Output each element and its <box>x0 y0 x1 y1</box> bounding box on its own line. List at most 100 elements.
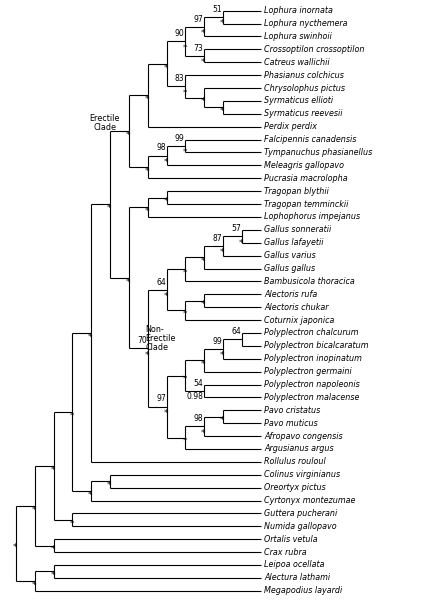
Text: Ortalis vetula: Ortalis vetula <box>264 535 318 544</box>
Text: 64: 64 <box>156 278 166 287</box>
Text: Polyplectron chalcurum: Polyplectron chalcurum <box>264 328 358 337</box>
Text: *: * <box>201 97 206 106</box>
Text: *: * <box>163 64 168 73</box>
Text: Syrmaticus reevesii: Syrmaticus reevesii <box>264 109 342 118</box>
Text: *: * <box>201 58 206 67</box>
Text: *: * <box>107 204 112 213</box>
Text: *: * <box>220 107 225 116</box>
Text: 99: 99 <box>213 337 222 346</box>
Text: *: * <box>145 350 149 359</box>
Text: Meleagris gallopavo: Meleagris gallopavo <box>264 161 344 170</box>
Text: Tragopan blythii: Tragopan blythii <box>264 187 329 196</box>
Text: Clade: Clade <box>146 343 169 352</box>
Text: 99: 99 <box>175 134 185 143</box>
Text: Pavo muticus: Pavo muticus <box>264 419 318 428</box>
Text: Gallus varius: Gallus varius <box>264 251 316 260</box>
Text: *: * <box>51 571 55 580</box>
Text: 87: 87 <box>213 234 222 243</box>
Text: *: * <box>183 269 187 278</box>
Text: Numida gallopavo: Numida gallopavo <box>264 522 337 531</box>
Text: Alectoris rufa: Alectoris rufa <box>264 290 317 299</box>
Text: Megapodius layardi: Megapodius layardi <box>264 586 342 595</box>
Text: Cyrtonyx montezumae: Cyrtonyx montezumae <box>264 496 355 505</box>
Text: *: * <box>201 360 206 369</box>
Text: *: * <box>126 278 130 287</box>
Text: *: * <box>107 481 112 490</box>
Text: *: * <box>220 416 225 425</box>
Text: *: * <box>69 520 74 529</box>
Text: *: * <box>220 248 225 257</box>
Text: Argusianus argus: Argusianus argus <box>264 445 334 454</box>
Text: *: * <box>201 301 206 310</box>
Text: Polyplectron germaini: Polyplectron germaini <box>264 367 352 376</box>
Text: Gallus gallus: Gallus gallus <box>264 264 315 273</box>
Text: Tympanuchus phasianellus: Tympanuchus phasianellus <box>264 148 372 157</box>
Text: Polyplectron malacense: Polyplectron malacense <box>264 393 359 402</box>
Text: *: * <box>31 506 36 515</box>
Text: *: * <box>13 543 17 552</box>
Text: Erectile: Erectile <box>90 115 120 124</box>
Text: *: * <box>88 333 93 342</box>
Text: *: * <box>201 29 206 38</box>
Text: *: * <box>145 95 149 104</box>
Text: 57: 57 <box>231 224 241 233</box>
Text: Pavo cristatus: Pavo cristatus <box>264 406 320 415</box>
Text: *: * <box>220 19 225 28</box>
Text: *: * <box>183 89 187 98</box>
Text: Polyplectron bicalcaratum: Polyplectron bicalcaratum <box>264 341 369 350</box>
Text: Afropavo congensis: Afropavo congensis <box>264 431 342 440</box>
Text: 83: 83 <box>175 74 185 83</box>
Text: *: * <box>183 310 187 319</box>
Text: Syrmaticus ellioti: Syrmaticus ellioti <box>264 97 333 106</box>
Text: *: * <box>88 491 93 500</box>
Text: *: * <box>183 376 187 385</box>
Text: Polyplectron inopinatum: Polyplectron inopinatum <box>264 354 362 363</box>
Text: Coturnix japonica: Coturnix japonica <box>264 316 334 325</box>
Text: 97: 97 <box>194 14 203 23</box>
Text: *: * <box>163 292 168 301</box>
Text: *: * <box>220 352 225 361</box>
Text: Polyplectron napoleonis: Polyplectron napoleonis <box>264 380 360 389</box>
Text: Gallus lafayetii: Gallus lafayetii <box>264 238 323 247</box>
Text: Falcipennis canadensis: Falcipennis canadensis <box>264 135 356 144</box>
Text: Catreus wallichii: Catreus wallichii <box>264 58 330 67</box>
Text: 90: 90 <box>175 29 185 38</box>
Text: *: * <box>183 44 187 53</box>
Text: *: * <box>51 545 55 554</box>
Text: Crax rubra: Crax rubra <box>264 548 307 557</box>
Text: Lophura nycthemera: Lophura nycthemera <box>264 19 347 28</box>
Text: Gallus sonneratii: Gallus sonneratii <box>264 226 331 235</box>
Text: Non-: Non- <box>146 325 164 334</box>
Text: 97: 97 <box>156 394 166 403</box>
Text: *: * <box>145 207 149 216</box>
Text: 54: 54 <box>194 379 203 388</box>
Text: 64: 64 <box>231 327 241 336</box>
Text: *: * <box>31 581 36 590</box>
Text: Chrysolophus pictus: Chrysolophus pictus <box>264 83 345 92</box>
Text: Erectile: Erectile <box>146 334 176 343</box>
Text: 98: 98 <box>194 414 203 423</box>
Text: *: * <box>201 429 206 438</box>
Text: 51: 51 <box>213 5 222 14</box>
Text: Clade: Clade <box>93 124 117 133</box>
Text: 0.98: 0.98 <box>187 392 203 401</box>
Text: *: * <box>126 131 130 140</box>
Text: *: * <box>201 257 206 266</box>
Text: *: * <box>163 197 168 206</box>
Text: Lophura inornata: Lophura inornata <box>264 6 333 15</box>
Text: *: * <box>163 158 168 167</box>
Text: Perdix perdix: Perdix perdix <box>264 122 317 131</box>
Text: Oreortyx pictus: Oreortyx pictus <box>264 483 326 492</box>
Text: Tragopan temminckii: Tragopan temminckii <box>264 200 348 209</box>
Text: Colinus virginianus: Colinus virginianus <box>264 470 340 479</box>
Text: 70: 70 <box>137 336 147 345</box>
Text: Bambusicola thoracica: Bambusicola thoracica <box>264 277 355 286</box>
Text: Rollulus rouloul: Rollulus rouloul <box>264 457 326 466</box>
Text: Crossoptilon crossoptilon: Crossoptilon crossoptilon <box>264 45 365 54</box>
Text: *: * <box>239 239 243 248</box>
Text: Pucrasia macrolopha: Pucrasia macrolopha <box>264 174 348 183</box>
Text: Guttera pucherani: Guttera pucherani <box>264 509 337 518</box>
Text: Lophophorus impejanus: Lophophorus impejanus <box>264 212 360 221</box>
Text: Alectura lathami: Alectura lathami <box>264 574 330 583</box>
Text: *: * <box>145 167 149 176</box>
